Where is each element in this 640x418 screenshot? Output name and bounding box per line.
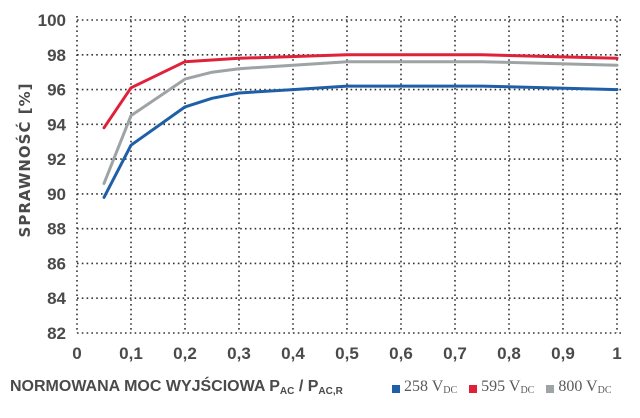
x-axis-label-mid: / P (294, 378, 319, 395)
data-series (102, 53, 619, 199)
legend-label-sub: DC (597, 385, 612, 396)
legend: 258 VDC 595 VDC 800 VDC (392, 378, 612, 396)
y-axis-ticks: 82 84 86 88 90 92 94 96 98 100 (38, 11, 67, 343)
y-tick-label: 94 (47, 115, 66, 134)
x-tick-label: 0,4 (281, 344, 305, 363)
y-tick-label: 96 (47, 81, 66, 100)
x-axis-label-sub2: AC,R (318, 386, 343, 397)
legend-label-sub: DC (443, 385, 458, 396)
legend-item-595: 595 VDC (469, 378, 534, 396)
y-tick-label: 86 (47, 254, 66, 273)
x-tick-label: 0,5 (335, 344, 359, 363)
legend-item-800: 800 VDC (546, 378, 612, 396)
x-axis-label-main: NORMOWANA MOC WYJŚCIOWA P (10, 378, 280, 395)
y-tick-label: 84 (47, 289, 66, 308)
y-tick-label: 92 (47, 150, 66, 169)
y-tick-label: 82 (47, 324, 66, 343)
series-line (102, 60, 619, 185)
y-tick-label: 90 (47, 185, 66, 204)
x-axis-ticks: 0 0,1 0,2 0,3 0,4 0,5 0,6 0,7 0,8 0,9 1 (72, 344, 621, 363)
legend-label-sub: DC (520, 385, 535, 396)
x-tick-label: 0,7 (443, 344, 467, 363)
legend-label: 258 V (404, 378, 444, 395)
legend-swatch-gray (546, 384, 555, 393)
x-tick-label: 0,8 (497, 344, 521, 363)
legend-item-258: 258 VDC (392, 378, 457, 396)
y-tick-label: 88 (47, 220, 66, 239)
x-tick-label: 0,2 (173, 344, 197, 363)
x-tick-label: 1 (612, 344, 621, 363)
x-tick-label: 0 (72, 344, 81, 363)
grid-lines (76, 16, 623, 334)
x-tick-label: 0,3 (227, 344, 251, 363)
legend-label: 800 V (558, 378, 598, 395)
x-tick-label: 0,6 (389, 344, 413, 363)
x-tick-label: 0,1 (119, 344, 143, 363)
legend-swatch-blue (392, 384, 400, 393)
legend-label: 595 V (481, 378, 521, 395)
legend-swatch-red (469, 384, 478, 393)
y-axis-label: SPRAWNOŚĆ [%] (15, 83, 34, 238)
x-axis-label: NORMOWANA MOC WYJŚCIOWA PAC / PAC,R (10, 378, 343, 397)
series-line (102, 53, 619, 130)
y-tick-label: 100 (38, 11, 66, 30)
series-line (102, 84, 619, 199)
x-axis-label-sub1: AC (279, 386, 295, 397)
x-tick-label: 0,9 (551, 344, 575, 363)
y-tick-label: 98 (47, 46, 66, 65)
